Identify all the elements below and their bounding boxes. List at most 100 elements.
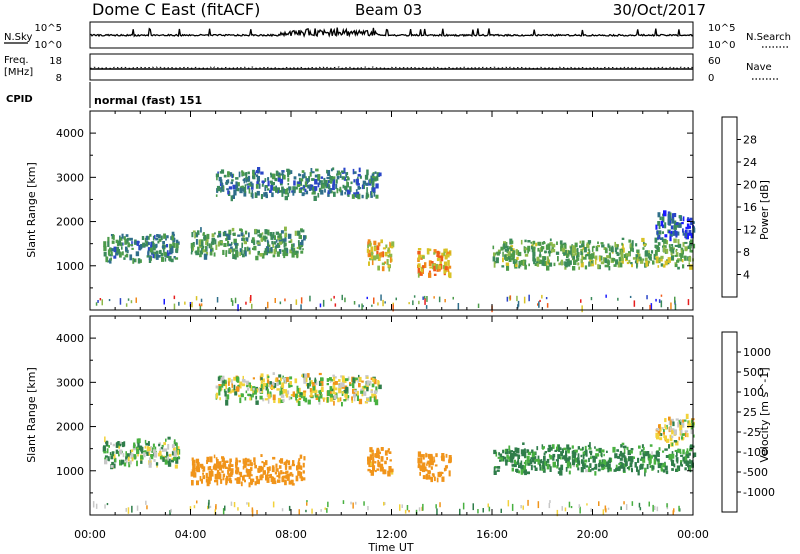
echo-cell [680, 247, 684, 251]
echo-cell [248, 232, 250, 238]
echo-cell [103, 251, 107, 257]
echo-cell [284, 226, 287, 232]
ground-scatter-cell [462, 502, 465, 510]
echo-cell [244, 247, 247, 252]
echo-cell [689, 444, 694, 450]
echo-cell [245, 238, 249, 242]
echo-cell [542, 464, 545, 470]
echo-cell [634, 260, 638, 264]
echo-cell [292, 391, 295, 398]
ground-scatter-cell [170, 508, 172, 513]
echo-cell [291, 483, 295, 486]
echo-cell [667, 218, 670, 225]
echo-cell [376, 451, 379, 454]
echo-cell [301, 192, 305, 197]
echo-cell [211, 233, 215, 238]
echo-cell [689, 239, 694, 245]
echo-cell [338, 384, 342, 388]
echo-cell [573, 451, 576, 458]
ground-scatter-cell [418, 507, 421, 512]
echo-cell [617, 456, 620, 459]
echo-cell [600, 463, 605, 468]
echo-cell [573, 260, 577, 265]
echo-cell [227, 470, 230, 475]
echo-cell [443, 248, 445, 254]
echo-cell [129, 237, 133, 241]
echo-cell [384, 450, 388, 456]
echo-cell [370, 454, 373, 461]
echo-cell [642, 446, 645, 451]
ground-scatter-cell [353, 301, 356, 305]
echo-cell [273, 235, 276, 240]
echo-cell [576, 253, 579, 259]
echo-cell [247, 185, 250, 190]
ground-scatter-cell [119, 298, 122, 305]
echo-cell [519, 260, 523, 265]
echo-cell [246, 387, 250, 391]
echo-cell [110, 465, 114, 468]
ground-scatter-cell [506, 296, 509, 302]
echo-cell [630, 456, 634, 463]
echo-cell [384, 460, 387, 465]
echo-cell [272, 232, 275, 238]
echo-cell [244, 250, 247, 257]
echo-cell [417, 256, 421, 260]
freq-label: Freq. [4, 55, 29, 66]
echo-cell [650, 250, 654, 254]
echo-cell [167, 455, 169, 461]
echo-cell [205, 241, 207, 246]
echo-cell [287, 192, 290, 197]
echo-cell [648, 459, 651, 465]
echo-cell [675, 455, 678, 458]
echo-cell [664, 465, 668, 471]
ground-scatter-cell [209, 505, 212, 508]
echo-cell [650, 256, 652, 261]
echo-cell [556, 241, 558, 245]
echo-cell [678, 420, 681, 424]
echo-cell [443, 467, 447, 471]
echo-cell [261, 466, 264, 471]
echo-cell [241, 170, 244, 173]
echo-cell [239, 381, 243, 386]
echo-cell [295, 186, 298, 190]
echo-cell [271, 240, 274, 245]
echo-cell [355, 189, 358, 192]
echo-cell [554, 449, 558, 452]
echo-cell [286, 168, 290, 172]
echo-cell [574, 252, 577, 256]
echo-cell [299, 246, 302, 250]
echo-cell [235, 462, 238, 469]
echo-cell [299, 454, 303, 459]
ground-scatter-cell [488, 506, 491, 512]
echo-cell [283, 238, 287, 242]
echo-cell [344, 185, 348, 190]
ground-scatter-cell [145, 500, 147, 505]
echo-cell [558, 467, 561, 471]
cpid-panel: CPID normal (fast) 151 [6, 82, 202, 108]
echo-cell [330, 168, 333, 172]
echo-cell [322, 397, 326, 400]
echo-cell [110, 234, 113, 237]
echo-cell [509, 246, 512, 250]
ground-scatter-cell [234, 297, 237, 304]
echo-cell [252, 390, 255, 394]
echo-cell [417, 267, 421, 274]
echo-cell [103, 241, 107, 248]
echo-cell [530, 241, 533, 244]
echo-cell [144, 446, 147, 449]
echo-cell [218, 465, 222, 471]
ground-scatter-cell [539, 299, 541, 302]
echo-cell [600, 261, 605, 265]
echo-cell [668, 416, 671, 421]
echo-cell [168, 453, 172, 457]
echo-cell [542, 256, 545, 262]
x-axis-label: Time UT [367, 541, 413, 554]
echo-cell [303, 172, 306, 178]
echo-cell [376, 447, 380, 451]
echo-cell [196, 480, 199, 486]
nave-tick-bottom: 0 [708, 73, 714, 84]
echo-cell [367, 252, 371, 258]
echo-cell [246, 383, 249, 388]
echo-cell [289, 249, 293, 254]
echo-cell [390, 471, 394, 475]
